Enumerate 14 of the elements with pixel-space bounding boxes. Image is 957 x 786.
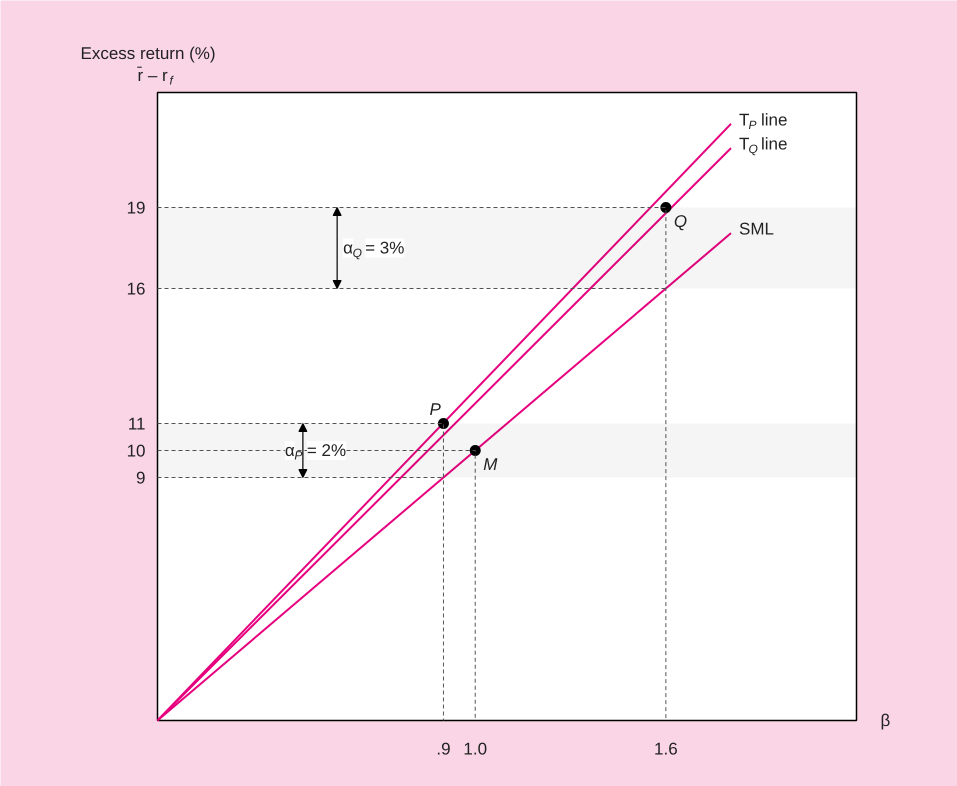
x-tick-label: .9 — [436, 740, 451, 758]
y-axis-title: Excess return (%) — [80, 44, 216, 63]
series-label: SML — [739, 220, 774, 239]
annotation: Q — [674, 212, 688, 232]
y-tick-label: 9 — [136, 468, 146, 488]
x-tick-label: 1.0 — [463, 740, 488, 758]
y-tick-label: 10 — [126, 442, 146, 461]
annotation: P — [429, 400, 442, 420]
x-tick-label: 1.6 — [654, 740, 678, 758]
y-tick-label: 19 — [126, 198, 146, 218]
y-tick-label: 16 — [126, 280, 146, 299]
x-axis-title: β — [880, 711, 890, 730]
annotation: M — [483, 455, 498, 474]
y-tick-label: 11 — [128, 414, 146, 434]
